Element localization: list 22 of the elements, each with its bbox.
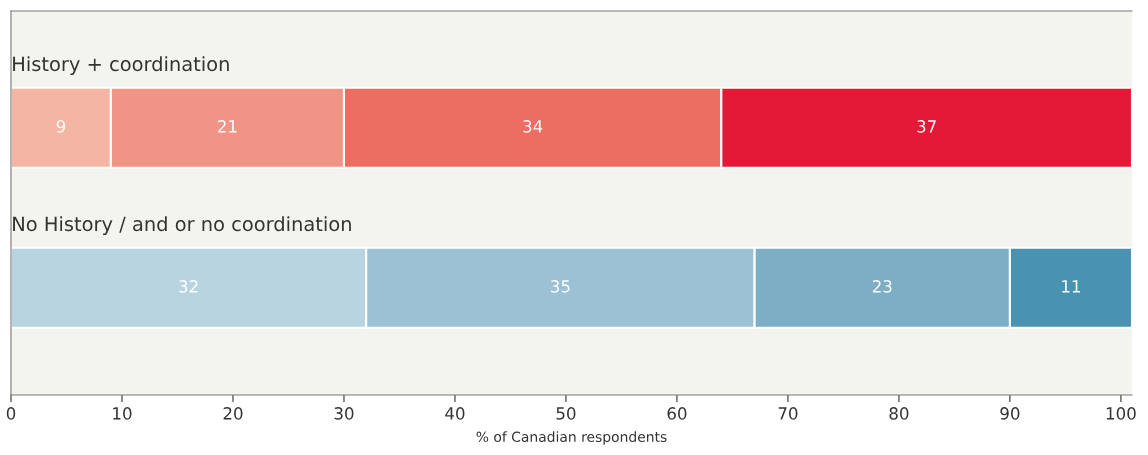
x-tick-label: 10 bbox=[113, 407, 132, 420]
y-tick-label: No History / and or no coordination bbox=[13, 216, 351, 235]
data-label: 37 bbox=[917, 120, 936, 133]
data-label: 23 bbox=[872, 280, 892, 293]
x-tick-label: 30 bbox=[334, 407, 354, 420]
y-tick-label: History + coordination bbox=[13, 56, 229, 75]
x-tick-label: 40 bbox=[445, 407, 465, 420]
data-label: 21 bbox=[218, 120, 237, 133]
data-label: 32 bbox=[179, 280, 198, 293]
data-label: 9 bbox=[56, 120, 66, 133]
x-tick-label: 0 bbox=[6, 407, 16, 420]
x-tick-label: 50 bbox=[556, 407, 576, 420]
x-tick-label: 60 bbox=[667, 407, 687, 420]
data-label: 34 bbox=[523, 120, 543, 133]
x-tick-label: 80 bbox=[889, 407, 909, 420]
data-label: 11 bbox=[1062, 280, 1081, 293]
x-tick-label: 90 bbox=[1000, 407, 1020, 420]
x-axis-title: % of Canadian respondents bbox=[476, 431, 667, 445]
x-tick-label: 70 bbox=[778, 407, 798, 420]
x-tick-label: 20 bbox=[223, 407, 243, 420]
x-tick-label: 100 bbox=[1106, 407, 1136, 420]
data-label: 35 bbox=[551, 280, 570, 293]
